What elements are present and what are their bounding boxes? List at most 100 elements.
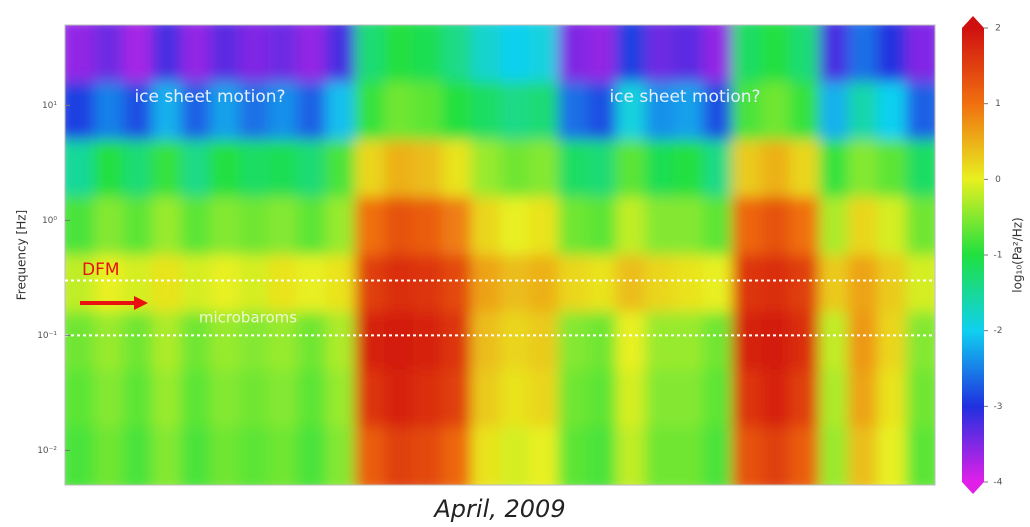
heatmap-cell <box>529 311 559 371</box>
heatmap-cell <box>297 370 327 428</box>
heatmap-cell <box>181 311 211 371</box>
heatmap-cell <box>703 311 733 371</box>
heatmap-cell <box>326 255 356 313</box>
heatmap-cell <box>355 311 385 371</box>
colorbar-tick-label: -4 <box>994 478 1003 488</box>
heatmap-cell <box>877 255 907 313</box>
heatmap-cell <box>500 311 530 371</box>
heatmap-cell <box>848 25 878 83</box>
heatmap-cell <box>210 311 240 371</box>
heatmap-cell <box>442 255 472 313</box>
heatmap-cell <box>732 370 762 428</box>
heatmap-cell <box>471 196 501 256</box>
heatmap-cell <box>297 25 327 83</box>
heatmap-cell <box>790 25 820 83</box>
heatmap-cell <box>413 140 443 198</box>
heatmap-cell <box>123 140 153 198</box>
plot-frame <box>64 24 936 486</box>
heatmap-cell <box>645 140 675 198</box>
heatmap-cell <box>558 140 588 198</box>
heatmap-cell <box>645 370 675 428</box>
heatmap-cell <box>645 81 675 141</box>
heatmap-cell <box>906 25 935 83</box>
heatmap-cell <box>384 426 414 485</box>
heatmap-cell <box>500 81 530 141</box>
heatmap-cell <box>268 370 298 428</box>
heatmap-cell <box>326 426 356 485</box>
heatmap-cell <box>268 140 298 198</box>
heatmap-cell <box>558 370 588 428</box>
heatmap-cell <box>413 25 443 83</box>
heatmap-cell <box>790 140 820 198</box>
heatmap-cell <box>819 370 849 428</box>
heatmap-cell <box>65 81 95 141</box>
heatmap-cell <box>355 140 385 198</box>
heatmap-cell <box>848 311 878 371</box>
heatmap-cell <box>442 196 472 256</box>
heatmap-cell <box>848 255 878 313</box>
heatmap-cell <box>94 311 124 371</box>
heatmap-cell <box>268 196 298 256</box>
heatmap-cell <box>413 370 443 428</box>
heatmap-cell <box>819 140 849 198</box>
heatmap-cell <box>877 140 907 198</box>
x-axis-label: April, 2009 <box>432 495 565 523</box>
heatmap-cell <box>877 426 907 485</box>
heatmap-cell <box>297 311 327 371</box>
heatmap-cell <box>674 426 704 485</box>
colorbar-tick-label: -3 <box>994 402 1003 412</box>
heatmap-cell <box>152 140 182 198</box>
heatmap-cell <box>790 255 820 313</box>
heatmap-cell <box>819 81 849 141</box>
heatmap-cell <box>152 81 182 141</box>
heatmap-cell <box>877 25 907 83</box>
heatmap-cell <box>761 311 791 371</box>
heatmap-cell <box>906 140 935 198</box>
heatmap-cell <box>674 370 704 428</box>
heatmap-cell <box>94 370 124 428</box>
heatmap-cell <box>65 311 95 371</box>
heatmap-cell <box>181 140 211 198</box>
heatmap-cell <box>355 81 385 141</box>
heatmap-cell <box>761 81 791 141</box>
heatmap-cell <box>906 311 935 371</box>
heatmap-cell <box>616 426 646 485</box>
heatmap-cell <box>442 370 472 428</box>
heatmap-cell <box>297 81 327 141</box>
y-axis-label: Frequency [Hz] <box>15 210 29 301</box>
heatmap-cell <box>442 81 472 141</box>
heatmap-cell <box>471 255 501 313</box>
heatmap-cell <box>152 370 182 428</box>
heatmap-cell <box>616 311 646 371</box>
heatmap-cell <box>848 81 878 141</box>
annotation: ice sheet motion? <box>609 87 760 107</box>
heatmap-cell <box>906 370 935 428</box>
heatmap-cell <box>152 255 182 313</box>
heatmap-cell <box>442 25 472 83</box>
heatmap-cell <box>500 25 530 83</box>
heatmap-cell <box>384 81 414 141</box>
heatmap-cell <box>848 370 878 428</box>
heatmap-cell <box>65 140 95 198</box>
heatmap-cell <box>384 370 414 428</box>
heatmap-cell <box>819 25 849 83</box>
heatmap-cell <box>732 25 762 83</box>
colorbar-label: log₁₀(Pa²/Hz) <box>1011 217 1025 293</box>
heatmap-cell <box>152 311 182 371</box>
heatmap-cell <box>761 25 791 83</box>
heatmap-cell <box>500 196 530 256</box>
heatmap-cell <box>877 311 907 371</box>
heatmap-cell <box>906 196 935 256</box>
heatmap-cell <box>819 255 849 313</box>
y-tick-label: 10¹ <box>42 101 57 111</box>
heatmap-cell <box>65 196 95 256</box>
heatmap-cell <box>181 81 211 141</box>
colorbar-tick-label: -1 <box>994 251 1003 261</box>
heatmap-cell <box>848 196 878 256</box>
heatmap-cell <box>645 311 675 371</box>
heatmap-cell <box>442 426 472 485</box>
heatmap-cell <box>471 370 501 428</box>
heatmap-cell <box>529 81 559 141</box>
heatmap-cell <box>384 196 414 256</box>
colorbar-tick-label: 2 <box>995 24 1001 34</box>
